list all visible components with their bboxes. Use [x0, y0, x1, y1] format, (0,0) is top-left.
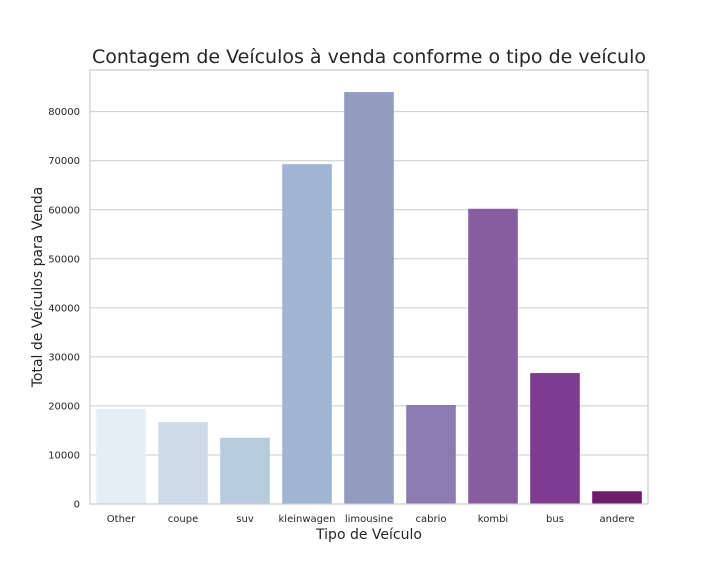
bar-other — [96, 408, 146, 504]
chart-title: Contagem de Veículos à venda conforme o … — [92, 46, 646, 68]
x-axis-ticks: Other coupe suv kleinwagen limousine cabrio ko… — [107, 514, 635, 525]
bar-suv — [220, 437, 270, 504]
y-tick-label: 10000 — [48, 450, 80, 461]
y-tick-label: 0 — [74, 500, 80, 511]
bar-bus — [530, 373, 580, 504]
y-tick-label: 30000 — [48, 352, 80, 363]
bar-limousine — [344, 92, 394, 504]
x-tick-label-kombi: kombi — [478, 514, 508, 525]
x-tick-label-coupe: coupe — [168, 514, 198, 525]
x-tick-label-other: Other — [107, 514, 136, 525]
x-tick-label-andere: andere — [599, 514, 634, 525]
x-axis-label: Tipo de Veículo — [315, 527, 422, 543]
y-tick-label: 80000 — [48, 107, 80, 118]
bar-coupe — [158, 422, 208, 504]
y-tick-label: 40000 — [48, 303, 80, 314]
bar-kleinwagen — [282, 164, 332, 504]
y-tick-label: 60000 — [48, 205, 80, 216]
y-tick-label: 70000 — [48, 156, 80, 167]
plot-frame — [89, 69, 649, 505]
x-tick-label-suv: suv — [236, 514, 254, 525]
x-tick-label-kleinwagen: kleinwagen — [279, 514, 336, 525]
x-tick-label-cabrio: cabrio — [416, 514, 447, 525]
y-tick-label: 20000 — [48, 401, 80, 412]
bar-andere — [592, 491, 642, 504]
bars — [96, 92, 642, 504]
x-tick-label-bus: bus — [546, 514, 564, 525]
bar-kombi — [468, 208, 518, 504]
bar-cabrio — [406, 404, 456, 504]
x-tick-label-limousine: limousine — [345, 514, 393, 525]
y-axis-ticks: 0 10000 20000 30000 40000 50000 60000 70000 8000… — [48, 107, 80, 510]
y-axis-label: Total de Veículos para Venda — [30, 187, 46, 389]
y-tick-label: 50000 — [48, 254, 80, 265]
